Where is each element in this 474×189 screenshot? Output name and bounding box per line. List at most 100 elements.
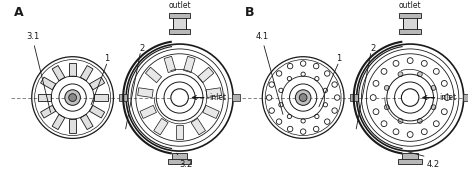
Circle shape [418, 119, 422, 123]
Polygon shape [81, 114, 93, 130]
Circle shape [393, 60, 399, 66]
Text: inlet: inlet [439, 93, 456, 102]
Circle shape [444, 95, 450, 101]
Text: 3.1: 3.1 [26, 32, 39, 41]
Polygon shape [37, 94, 51, 101]
Polygon shape [69, 63, 76, 76]
Circle shape [325, 119, 330, 124]
Circle shape [301, 119, 305, 123]
Circle shape [276, 71, 282, 76]
Circle shape [269, 108, 274, 113]
Polygon shape [176, 125, 183, 139]
Polygon shape [90, 77, 105, 90]
Circle shape [69, 94, 76, 101]
Polygon shape [41, 77, 56, 90]
Polygon shape [81, 66, 93, 81]
Bar [168, 159, 191, 164]
Bar [172, 153, 187, 161]
Bar [169, 13, 190, 18]
Polygon shape [94, 94, 108, 101]
Circle shape [373, 81, 379, 86]
Circle shape [332, 82, 337, 87]
Circle shape [373, 109, 379, 115]
Bar [463, 94, 471, 101]
Bar [403, 13, 417, 34]
Circle shape [301, 129, 306, 134]
Text: outlet: outlet [168, 1, 191, 10]
Polygon shape [146, 67, 162, 83]
Circle shape [433, 121, 439, 127]
Bar [169, 29, 190, 34]
Circle shape [332, 108, 337, 113]
Circle shape [313, 63, 319, 69]
Polygon shape [198, 67, 214, 83]
Polygon shape [164, 56, 176, 73]
Polygon shape [140, 105, 156, 119]
Polygon shape [69, 119, 76, 132]
Circle shape [287, 126, 293, 132]
Text: 2: 2 [370, 44, 375, 53]
Circle shape [171, 89, 188, 106]
Circle shape [418, 72, 422, 77]
Text: outlet: outlet [399, 1, 421, 10]
Circle shape [323, 88, 328, 92]
Polygon shape [154, 118, 168, 135]
Circle shape [393, 129, 399, 135]
Polygon shape [137, 88, 153, 98]
Text: 4.2: 4.2 [427, 160, 440, 169]
Bar [399, 159, 422, 164]
Circle shape [287, 114, 292, 119]
Polygon shape [206, 88, 221, 98]
Circle shape [287, 77, 292, 81]
Text: 4.1: 4.1 [255, 32, 269, 41]
Text: B: B [245, 6, 254, 19]
Circle shape [269, 82, 274, 87]
Circle shape [325, 71, 330, 76]
Bar [400, 29, 421, 34]
Bar [173, 13, 186, 34]
Circle shape [407, 132, 413, 137]
Polygon shape [52, 66, 65, 81]
Circle shape [384, 105, 389, 110]
Circle shape [441, 109, 447, 115]
Circle shape [299, 94, 307, 101]
Polygon shape [183, 56, 195, 73]
Circle shape [433, 68, 439, 74]
Circle shape [323, 103, 328, 107]
Text: 1: 1 [104, 53, 109, 63]
Circle shape [401, 89, 419, 106]
Polygon shape [203, 105, 219, 119]
Circle shape [407, 58, 413, 64]
Bar [350, 94, 357, 101]
Circle shape [276, 119, 282, 124]
Text: A: A [14, 6, 24, 19]
Bar [232, 94, 240, 101]
Circle shape [301, 72, 305, 76]
Polygon shape [52, 114, 65, 130]
Circle shape [441, 81, 447, 86]
Circle shape [295, 90, 311, 105]
Circle shape [266, 95, 272, 100]
Circle shape [370, 95, 376, 101]
Circle shape [301, 61, 306, 66]
Circle shape [431, 85, 436, 90]
Text: 1: 1 [337, 53, 342, 63]
Text: 3.2: 3.2 [180, 160, 193, 169]
Circle shape [421, 60, 427, 66]
Text: 2: 2 [140, 44, 145, 53]
Circle shape [279, 88, 283, 92]
Polygon shape [191, 118, 206, 135]
Circle shape [315, 77, 319, 81]
Circle shape [287, 63, 293, 69]
Circle shape [65, 90, 81, 105]
Bar [119, 94, 127, 101]
Polygon shape [41, 105, 56, 118]
Polygon shape [90, 105, 105, 118]
Circle shape [398, 72, 403, 77]
Circle shape [313, 126, 319, 132]
Circle shape [335, 95, 340, 100]
Circle shape [381, 121, 387, 127]
Circle shape [384, 85, 389, 90]
Text: inlet: inlet [209, 93, 226, 102]
Circle shape [421, 129, 427, 135]
